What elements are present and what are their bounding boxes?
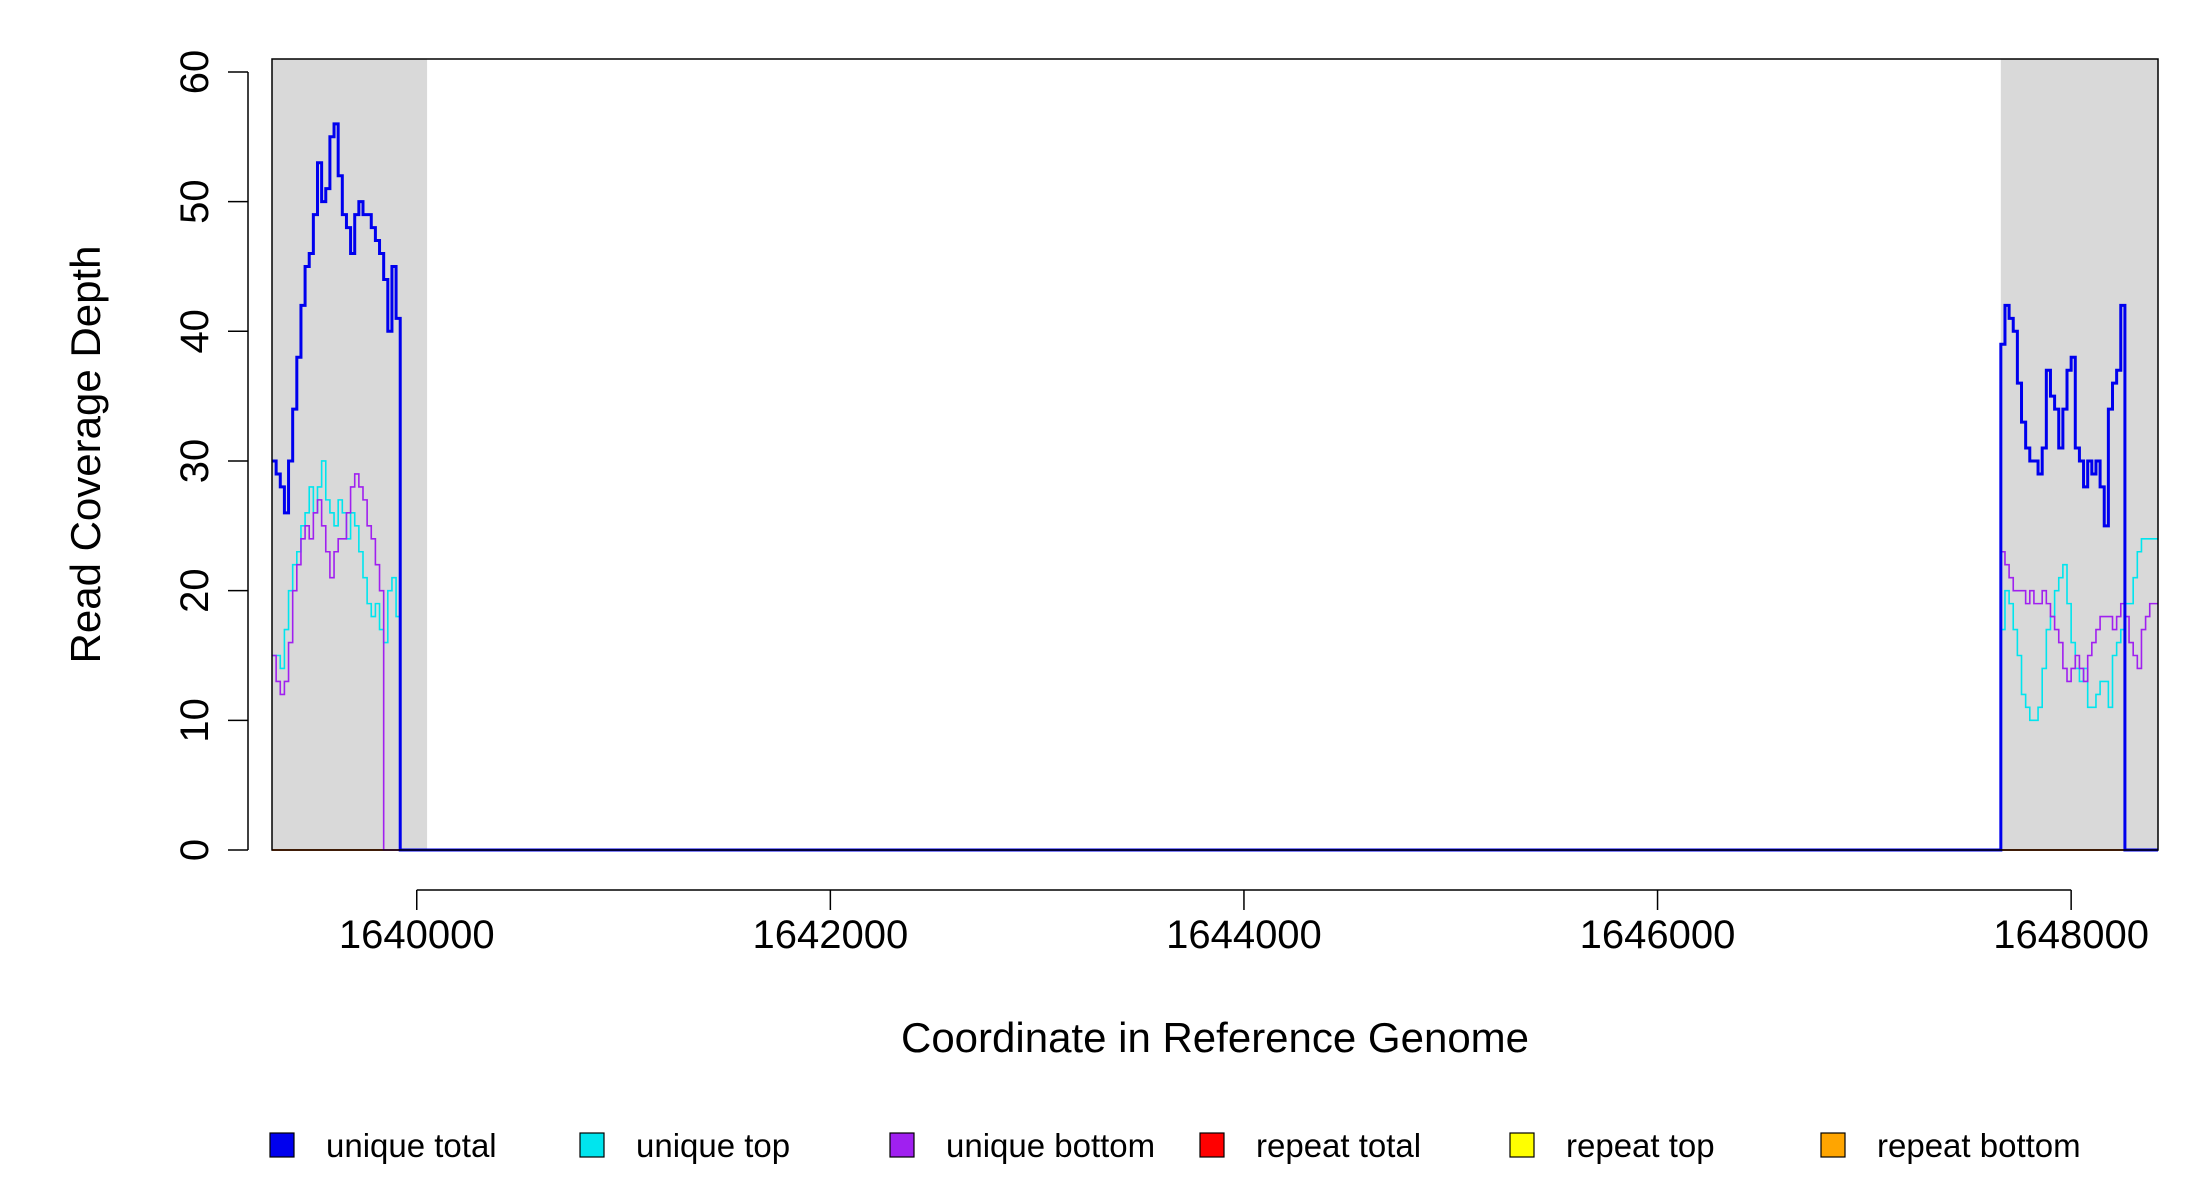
legend-swatch	[1820, 1132, 1846, 1158]
legend-item-unique-total: unique total	[269, 1127, 497, 1164]
plot-frame	[271, 58, 2159, 851]
legend-item-repeat-bottom: repeat bottom	[1820, 1127, 2081, 1164]
y-tick-label: 60	[173, 50, 217, 95]
legend-label: unique bottom	[946, 1127, 1155, 1164]
legend-item-unique-top: unique top	[579, 1127, 790, 1164]
y-tick-label: 50	[173, 179, 217, 224]
x-tick-label: 1640000	[339, 913, 495, 957]
y-tick-label: 0	[173, 839, 217, 861]
y-tick-label: 40	[173, 309, 217, 354]
legend-swatch	[889, 1132, 915, 1158]
legend-item-unique-bottom: unique bottom	[889, 1127, 1155, 1164]
legend-swatch	[579, 1132, 605, 1158]
legend-swatch	[269, 1132, 295, 1158]
legend-label: repeat total	[1256, 1127, 1421, 1164]
series-unique-bottom	[272, 473, 2158, 851]
legend-item-repeat-top: repeat top	[1509, 1127, 1715, 1164]
x-tick-label: 1648000	[1993, 913, 2149, 957]
y-tick-label: 10	[173, 698, 217, 743]
legend-label: unique top	[636, 1127, 790, 1164]
shaded-regions	[272, 59, 2158, 850]
legend-label: repeat bottom	[1877, 1127, 2081, 1164]
legend-label: repeat top	[1566, 1127, 1715, 1164]
axes: 1640000 1642000 1644000 1646000 1648000 0 10 20…	[173, 50, 2149, 957]
series-lines	[272, 122, 2158, 852]
legend-swatch	[1199, 1132, 1225, 1158]
series-unique-total	[272, 122, 2158, 852]
y-tick-label: 30	[173, 439, 217, 484]
x-axis-label: Coordinate in Reference Genome	[901, 1014, 1529, 1061]
y-axis-label: Read Coverage Depth	[62, 246, 109, 664]
legend: unique total unique top unique bottom repea…	[269, 1127, 2081, 1164]
x-tick-label: 1646000	[1580, 913, 1736, 957]
shaded-region-1	[272, 59, 428, 850]
x-tick-label: 1644000	[1166, 913, 1322, 957]
y-tick-label: 20	[173, 568, 217, 613]
legend-swatch	[1509, 1132, 1535, 1158]
series-unique-top	[272, 460, 2158, 851]
legend-item-repeat-total: repeat total	[1199, 1127, 1421, 1164]
x-tick-label: 1642000	[752, 913, 908, 957]
legend-label: unique total	[326, 1127, 497, 1164]
